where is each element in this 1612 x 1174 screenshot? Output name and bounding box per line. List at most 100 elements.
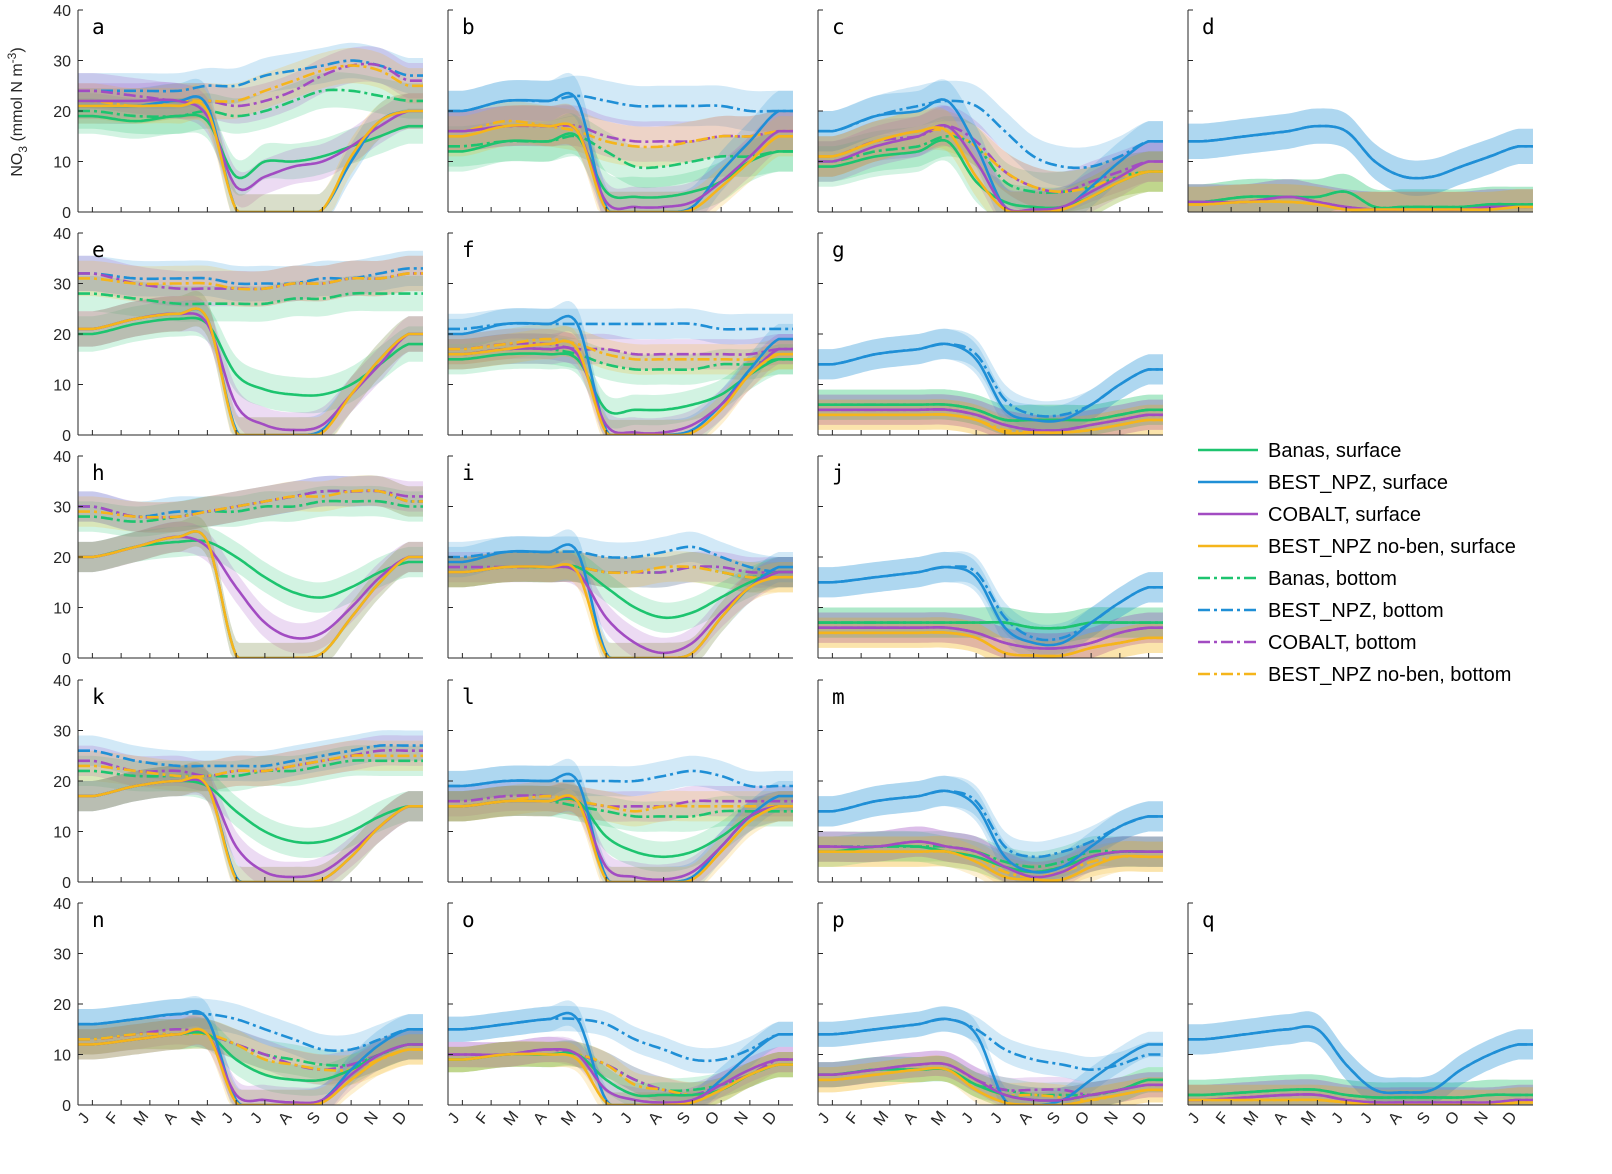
x-tick-label-month: D [760,1109,781,1129]
band-npz_bottom-f [448,308,793,345]
legend-label: Banas, bottom [1268,568,1397,590]
band-banas_surface-o [448,1040,793,1105]
line-banas_bottom-e [78,291,423,306]
line-noben_surface-l [448,794,793,882]
legend-item-banas_bottom: Banas, bottom [1198,568,1397,590]
x-tick-label-month: A [645,1109,665,1128]
line-banas_surface-b [448,132,793,200]
y-tick-label: 10 [53,825,71,842]
x-tick-label-month: O [1442,1108,1463,1128]
line-npz_surface-n [78,1009,423,1105]
band-cobalt_surface-d [1188,179,1533,212]
band-cobalt_bottom-d [1188,179,1533,212]
band-npz_bottom-c [818,80,1163,188]
x-tick-label-month: F [1213,1109,1233,1127]
band-noben_bottom-b [448,100,793,168]
legend-label: COBALT, surface [1268,504,1421,526]
line-noben_bottom-h [78,489,423,519]
x-tick-label-month: F [103,1109,123,1127]
line-npz_surface-f [448,314,793,435]
x-tick-label-month: S [304,1109,324,1128]
panel-l: l [447,679,793,883]
band-banas_surface-f [448,338,793,429]
band-npz_surface-e [78,291,423,435]
band-noben_surface-p [818,1055,1163,1105]
line-noben_surface-d [1188,200,1533,212]
y-tick-label: 40 [53,673,71,690]
panel-label: n [92,908,105,932]
y-tick-label: 30 [53,947,71,964]
panel-d: d [1187,9,1533,213]
band-cobalt_surface-f [448,332,793,435]
band-noben_surface-g [818,399,1163,435]
band-banas_surface-k [78,765,423,858]
panel-i: i [447,455,793,659]
x-tick-label-month: N [361,1109,382,1129]
line-banas_surface-f [448,352,793,415]
band-noben_bottom-p [818,1055,1163,1105]
y-tick-label: 0 [62,428,71,445]
line-npz_bottom-a [78,59,423,93]
line-npz_surface-j [818,565,1163,647]
legend-item-npz_bottom: BEST_NPZ, bottom [1198,600,1444,622]
band-cobalt_bottom-l [448,780,793,822]
line-cobalt_bottom-l [448,794,793,808]
line-noben_bottom-k [78,754,423,778]
line-noben_surface-q [1188,1098,1533,1105]
band-cobalt_bottom-a [78,46,423,124]
band-banas_bottom-g [818,389,1163,435]
y-tick-label: 10 [53,1048,71,1065]
line-noben_bottom-b [448,119,793,149]
band-banas_surface-i [448,550,793,633]
x-tick-label-month: A [275,1109,295,1128]
x-tick-label-month: J [617,1110,635,1127]
line-banas_surface-q [1188,1088,1533,1099]
x-tick-label-month: M [871,1108,893,1129]
x-tick-label-month: A [1385,1109,1405,1128]
band-noben_bottom-f [448,323,793,375]
legend-label: Banas, surface [1268,440,1401,462]
line-noben_bottom-n [78,1032,423,1072]
legend-label: BEST_NPZ, surface [1268,472,1448,494]
y-axis-label: NO3 (mmol N m-3) [5,47,30,176]
y-tick-label: 20 [53,104,71,121]
y-tick-label: 10 [53,378,71,395]
band-cobalt_surface-k [78,764,423,882]
line-npz_surface-c [818,98,1163,212]
x-tick-label-month: N [1101,1109,1122,1129]
line-cobalt_surface-q [1188,1093,1533,1104]
panel-label: f [462,238,475,262]
band-banas_surface-e [78,300,423,414]
panel-f: f [447,232,793,436]
panel-label: q [1202,908,1215,932]
panel-e: 0 10 20 30 40 e [53,226,423,445]
line-noben_surface-b [448,122,793,212]
band-cobalt_surface-i [448,551,793,658]
line-noben_surface-i [448,563,793,658]
panel-j: j [817,455,1163,659]
band-banas_surface-l [448,783,793,872]
band-banas_bottom-a [78,72,423,135]
legend-item-noben_surface: BEST_NPZ no-ben, surface [1198,536,1516,558]
line-noben_surface-c [818,126,1163,212]
band-noben_surface-l [448,780,793,882]
line-npz_surface-d [1188,124,1533,180]
band-npz_surface-l [448,758,793,882]
band-cobalt_surface-l [448,781,793,882]
panel-q: J F M A M J J A S O N Dq [1185,902,1533,1129]
y-tick-label: 40 [53,449,71,466]
line-npz_surface-m [818,789,1163,874]
line-noben_surface-m [818,849,1163,882]
line-noben_surface-k [78,775,423,882]
x-tick-label-month: D [390,1109,411,1129]
x-tick-label-month: A [1270,1109,1290,1128]
x-tick-label-month: A [530,1109,550,1128]
x-tick-label-month: N [731,1109,752,1129]
band-noben_bottom-e [78,255,423,307]
panel-c: c [817,9,1163,213]
x-tick-label-month: J [1357,1110,1375,1127]
legend-item-cobalt_surface: COBALT, surface [1198,504,1421,526]
band-banas_surface-a [78,97,423,196]
band-npz_bottom-g [818,328,1163,432]
